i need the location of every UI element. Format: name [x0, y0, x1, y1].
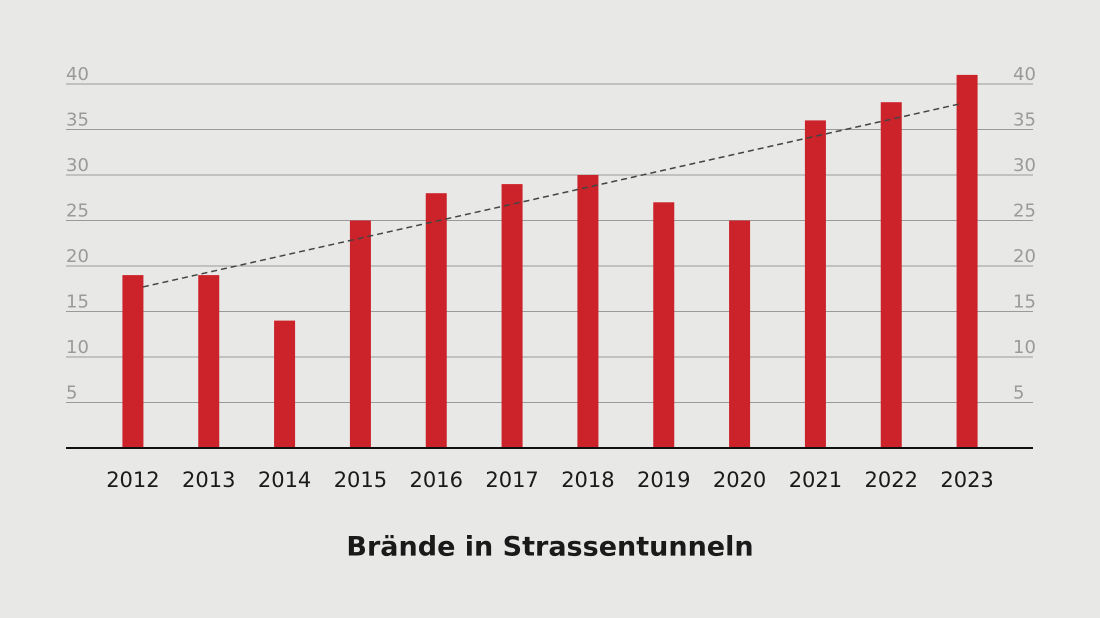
y2-tick-label: 10: [1013, 337, 1036, 358]
y-tick-label: 5: [66, 383, 77, 404]
x-tick-label: 2016: [410, 468, 463, 492]
bar: [198, 275, 220, 448]
bar: [274, 320, 296, 448]
y-tick-label: 40: [66, 64, 89, 85]
bar: [425, 193, 447, 448]
x-tick-label: 2022: [865, 468, 918, 492]
bar: [729, 220, 751, 448]
y-tick-label: 30: [66, 155, 89, 176]
y2-tick-label: 20: [1013, 246, 1036, 267]
bar: [349, 220, 371, 448]
x-tick-label: 2018: [561, 468, 614, 492]
x-tick-label: 2021: [789, 468, 842, 492]
bar: [880, 102, 902, 448]
bar: [956, 74, 978, 449]
y2-tick-label: 5: [1013, 383, 1024, 404]
x-tick-label: 2020: [713, 468, 766, 492]
chart-title: Brände in Strassentunneln: [346, 532, 753, 563]
x-tick-label: 2014: [258, 468, 311, 492]
x-tick-label: 2019: [637, 468, 690, 492]
y-tick-label: 35: [66, 110, 89, 131]
x-tick-label: 2023: [940, 468, 993, 492]
x-tick-label: 2017: [485, 468, 538, 492]
y2-tick-label: 15: [1013, 292, 1036, 313]
bar: [577, 175, 599, 448]
y2-tick-label: 25: [1013, 201, 1036, 222]
x-tick-label: 2013: [182, 468, 235, 492]
y-tick-label: 25: [66, 201, 89, 222]
bar: [653, 202, 675, 448]
y2-tick-label: 35: [1013, 110, 1036, 131]
bar: [122, 275, 144, 448]
x-tick-label: 2015: [334, 468, 387, 492]
bar: [804, 120, 826, 449]
y-tick-label: 15: [66, 292, 89, 313]
y-tick-label: 20: [66, 246, 89, 267]
y2-tick-label: 40: [1013, 64, 1036, 85]
y-tick-label: 10: [66, 337, 89, 358]
bar: [501, 184, 523, 448]
y2-tick-label: 30: [1013, 155, 1036, 176]
x-tick-label: 2012: [106, 468, 159, 492]
